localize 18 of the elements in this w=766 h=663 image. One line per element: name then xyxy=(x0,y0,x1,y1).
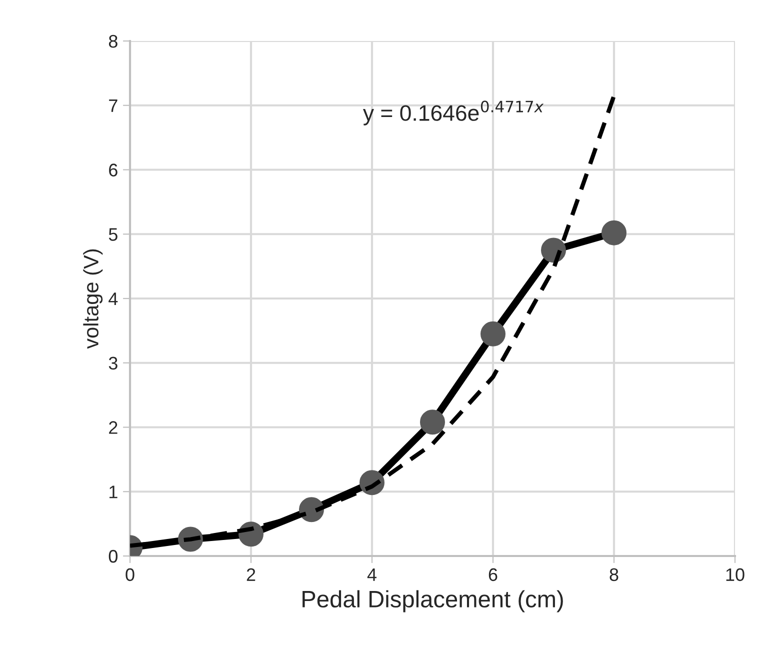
y-tick-label: 2 xyxy=(109,421,118,434)
y-tick-label: 0 xyxy=(108,550,118,563)
y-tick-label: 8 xyxy=(108,34,118,48)
y-tick-label: 7 xyxy=(109,99,118,112)
y-tick-label: 1 xyxy=(110,486,118,498)
x-tick-label: 0 xyxy=(126,568,134,582)
x-tick-label: 10 xyxy=(726,568,744,582)
y-tick-label: 3 xyxy=(108,356,118,370)
y-tick-label: 4 xyxy=(108,292,118,306)
x-tick-label: 8 xyxy=(610,568,618,582)
x-tick-label: 4 xyxy=(367,568,376,581)
x-tick-label: 6 xyxy=(488,568,498,582)
x-axis-title: Pedal Displacement (cm) xyxy=(302,590,563,612)
annotation: y = 0.1646e$^{0.4717x}$ xyxy=(362,100,544,126)
y-tick-label: 6 xyxy=(109,164,118,176)
y-tick-label: 5 xyxy=(108,228,118,241)
y-axis-title: voltage (V) xyxy=(83,249,103,349)
x-tick-label: 2 xyxy=(246,568,256,581)
